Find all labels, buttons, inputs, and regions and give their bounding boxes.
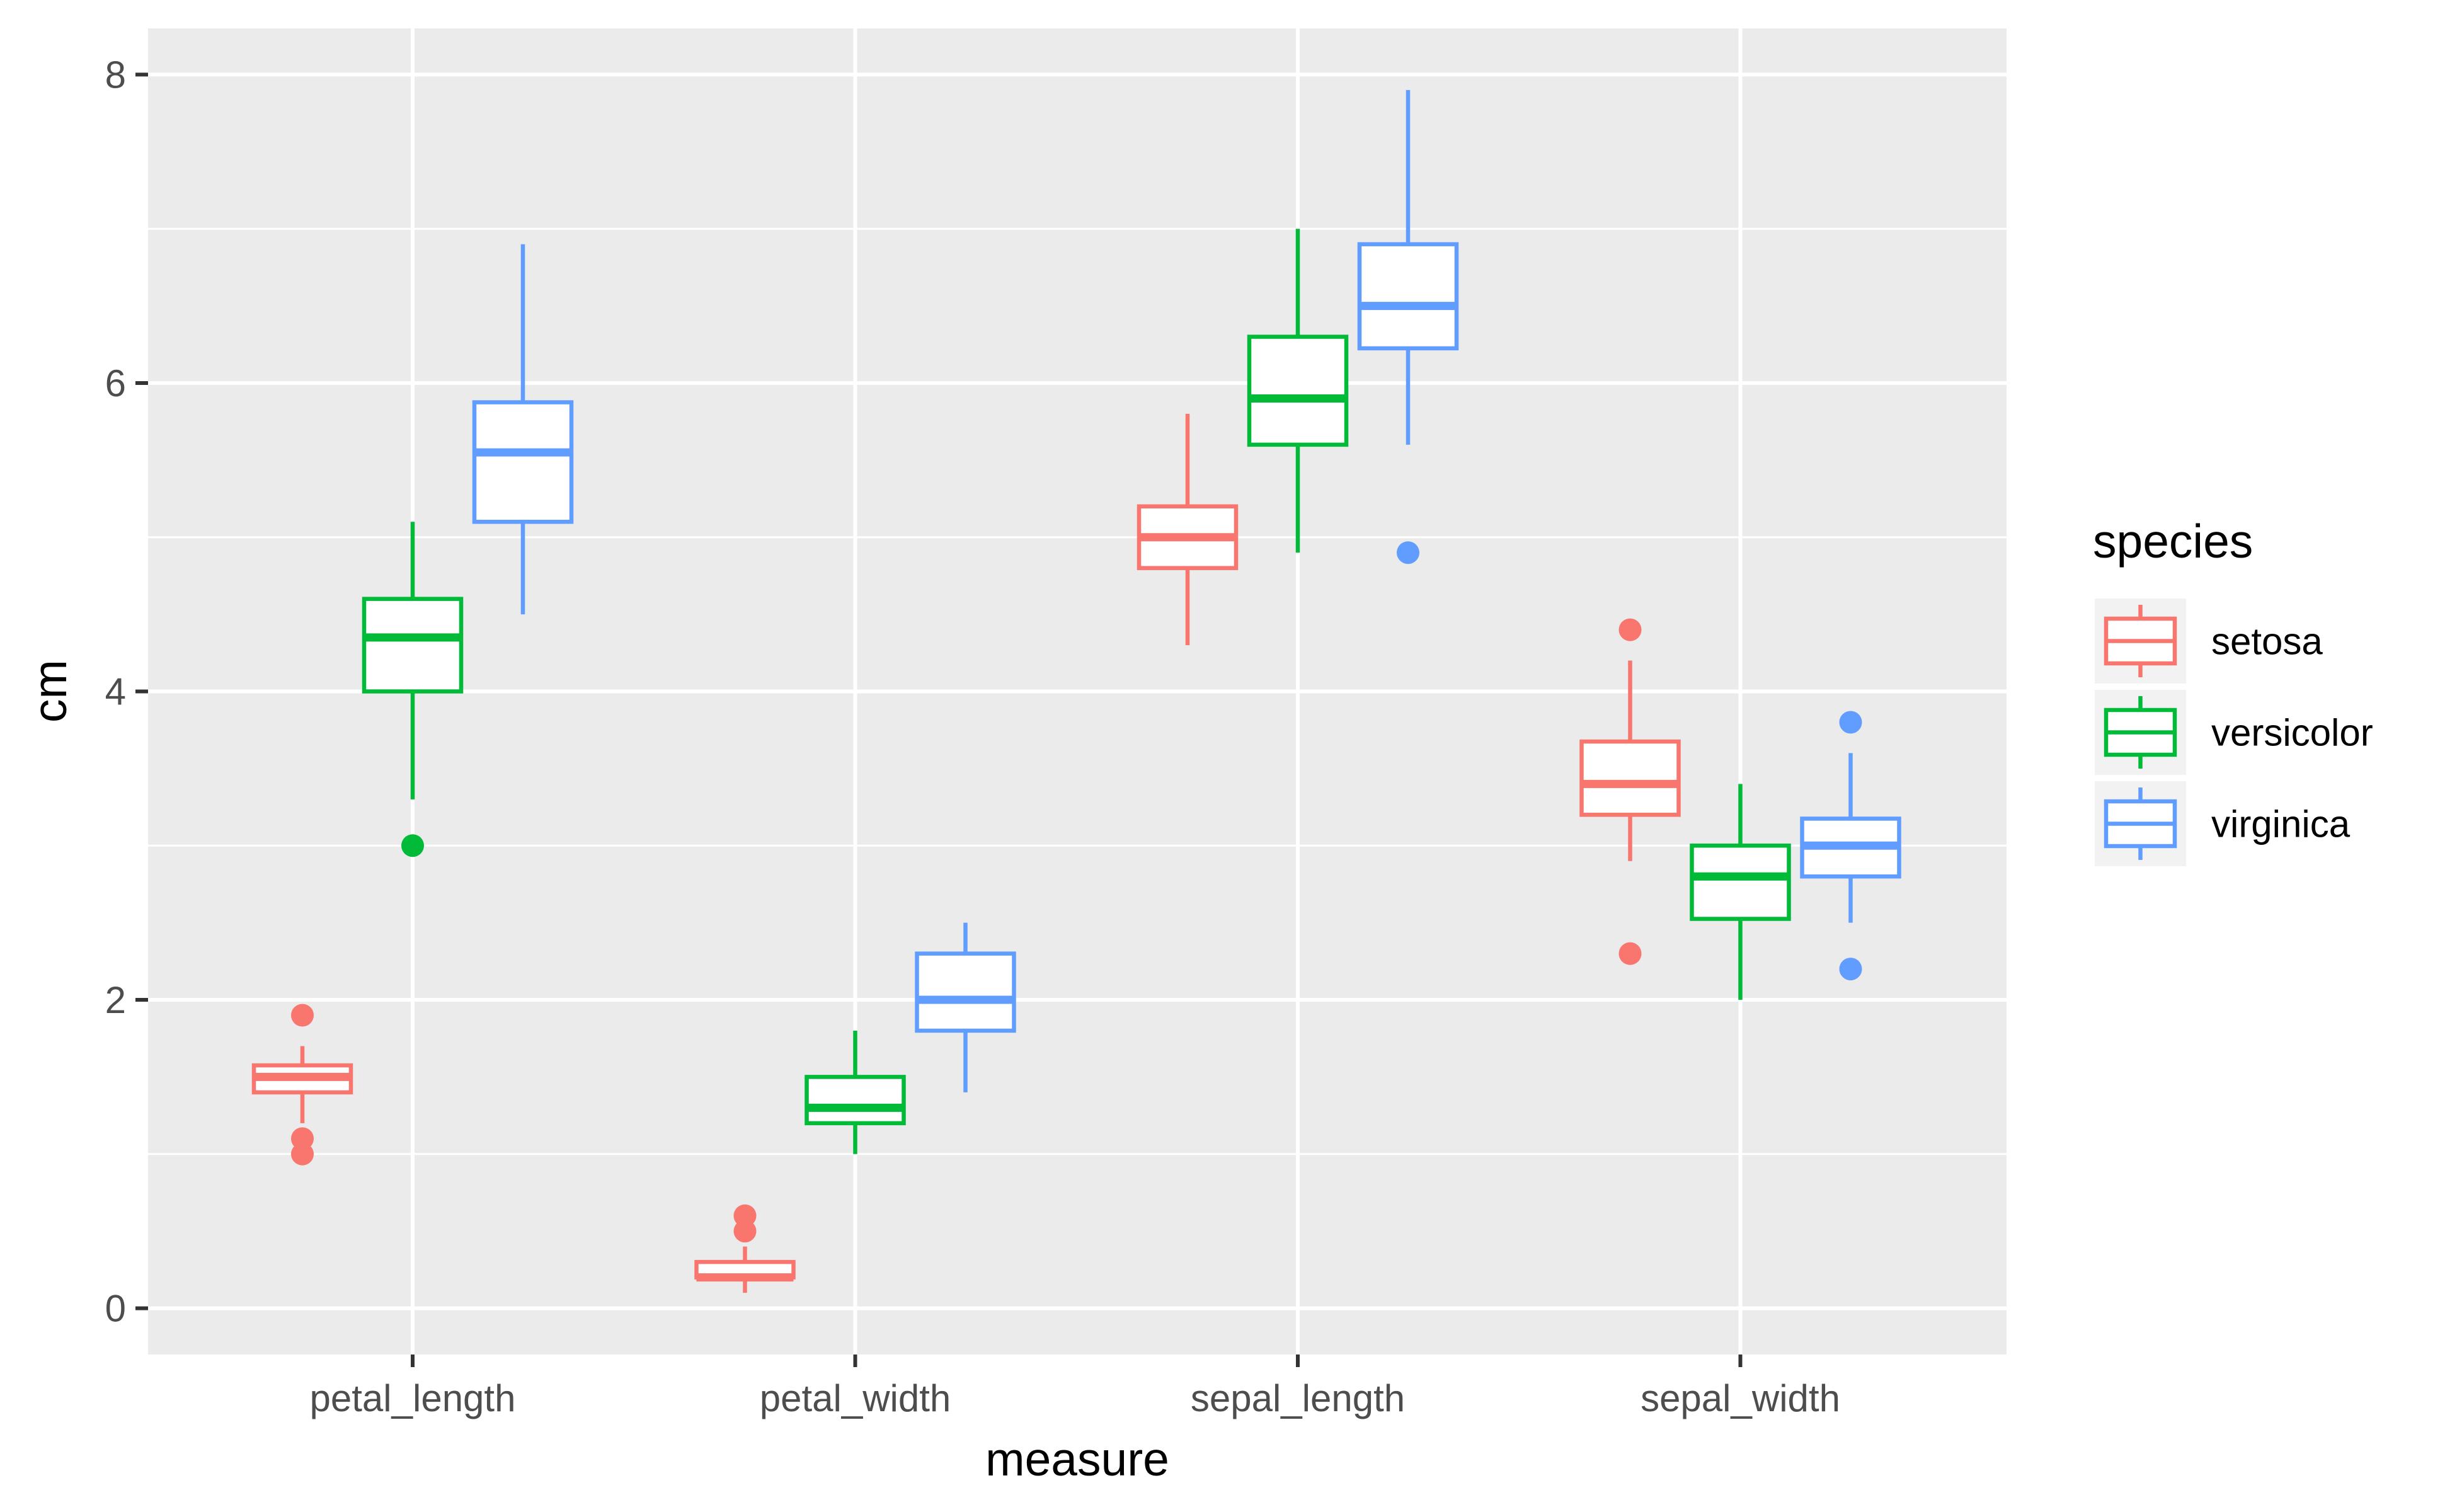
legend-item-virginica: virginica bbox=[2095, 781, 2351, 866]
legend-label: virginica bbox=[2211, 803, 2351, 845]
y-axis-title: cm bbox=[23, 660, 76, 723]
outlier-point bbox=[401, 834, 424, 857]
legend: species setosa versicolor virginica bbox=[2093, 515, 2373, 866]
y-tick-label: 2 bbox=[105, 979, 126, 1021]
box-setosa-sepal_width bbox=[1579, 618, 1681, 965]
outlier-point bbox=[291, 1004, 314, 1027]
box-virginica-petal_length bbox=[472, 244, 574, 615]
box-body bbox=[1357, 242, 1459, 351]
box-versicolor-sepal_width bbox=[1690, 784, 1791, 1000]
legend-label: versicolor bbox=[2211, 712, 2373, 754]
box-virginica-petal_width bbox=[915, 922, 1016, 1092]
outlier-point bbox=[1397, 541, 1419, 564]
outlier-point bbox=[1618, 942, 1642, 965]
y-axis: 0 2 4 6 8 bbox=[105, 54, 148, 1330]
outlier-point bbox=[1618, 618, 1642, 641]
box-setosa-petal_width bbox=[694, 1204, 796, 1293]
box-body bbox=[362, 597, 464, 694]
box-body bbox=[915, 951, 1016, 1033]
box-layer bbox=[251, 89, 1901, 1293]
outlier-point bbox=[291, 1127, 314, 1150]
legend-item-setosa: setosa bbox=[2095, 598, 2323, 684]
box-body bbox=[1247, 335, 1349, 447]
legend-label: setosa bbox=[2211, 621, 2323, 663]
outlier-point bbox=[1839, 958, 1862, 981]
x-tick-label: sepal_length bbox=[1191, 1377, 1405, 1419]
box-virginica-sepal_width bbox=[1800, 711, 1901, 981]
box-versicolor-sepal_length bbox=[1247, 229, 1349, 553]
legend-title: species bbox=[2093, 515, 2253, 568]
x-tick-label: sepal_width bbox=[1641, 1377, 1840, 1419]
legend-item-versicolor: versicolor bbox=[2095, 690, 2373, 775]
box-versicolor-petal_length bbox=[362, 522, 464, 857]
x-tick-label: petal_width bbox=[760, 1377, 951, 1419]
x-axis-title: measure bbox=[985, 1433, 1169, 1486]
box-virginica-sepal_length bbox=[1357, 89, 1459, 564]
box-setosa-petal_length bbox=[251, 1004, 353, 1166]
box-setosa-sepal_length bbox=[1137, 413, 1239, 646]
box-body bbox=[805, 1075, 906, 1126]
outlier-point bbox=[1839, 711, 1862, 734]
box-body bbox=[472, 400, 574, 524]
box-body bbox=[1690, 844, 1791, 921]
box-body bbox=[1579, 739, 1681, 817]
y-tick-label: 8 bbox=[105, 54, 126, 96]
outlier-point bbox=[733, 1204, 757, 1227]
y-tick-label: 0 bbox=[105, 1288, 126, 1330]
minor-gridlines bbox=[148, 227, 2007, 1155]
box-versicolor-petal_width bbox=[805, 1030, 906, 1154]
x-axis: petal_length petal_width sepal_length sepal… bbox=[310, 1354, 1840, 1419]
x-tick-label: petal_length bbox=[310, 1377, 516, 1419]
y-tick-label: 6 bbox=[105, 362, 126, 404]
y-tick-label: 4 bbox=[105, 671, 126, 713]
